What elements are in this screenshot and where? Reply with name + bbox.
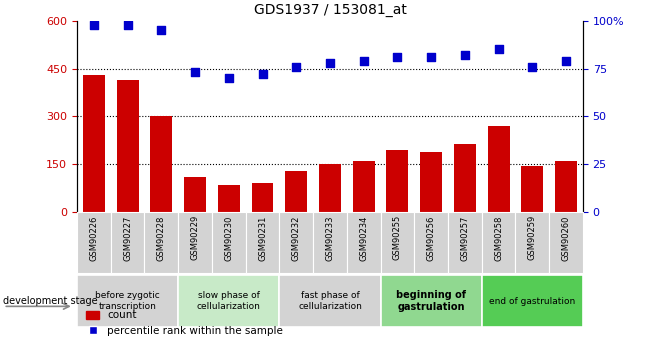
Bar (178, 212, 212, 273)
Point (257, 71, 268, 77)
Bar (515, 212, 549, 273)
Text: GSM90259: GSM90259 (528, 215, 537, 260)
Point (223, 76, 234, 81)
Text: end of gastrulation: end of gastrulation (489, 296, 576, 306)
Bar (145, 212, 178, 273)
Bar (420, 151, 442, 212)
Bar (77, 212, 111, 273)
Point (460, 52, 470, 58)
Text: GSM90256: GSM90256 (427, 215, 436, 260)
Bar (381, 275, 482, 327)
Text: beginning of
gastrulation: beginning of gastrulation (396, 290, 466, 312)
Bar (279, 212, 313, 273)
Bar (178, 275, 279, 327)
Bar (347, 212, 381, 273)
Point (527, 64, 537, 69)
Text: GSM90257: GSM90257 (460, 215, 470, 260)
Bar (555, 161, 577, 212)
Bar (387, 150, 409, 212)
Point (324, 60, 335, 66)
Point (190, 70, 200, 75)
Bar (83, 75, 105, 212)
Point (291, 64, 302, 69)
Point (88, 22, 99, 27)
Point (156, 28, 167, 33)
Text: GSM90233: GSM90233 (326, 215, 334, 261)
Text: GSM90232: GSM90232 (291, 215, 301, 260)
Bar (319, 164, 341, 212)
Text: fast phase of
cellularization: fast phase of cellularization (298, 291, 362, 311)
Bar (549, 212, 583, 273)
Point (358, 58, 369, 64)
Bar (285, 171, 308, 212)
Bar (218, 185, 240, 212)
Point (561, 58, 572, 64)
Bar (77, 275, 178, 327)
Bar (448, 212, 482, 273)
Text: GSM90255: GSM90255 (393, 215, 402, 260)
Bar (482, 212, 515, 273)
Title: GDS1937 / 153081_at: GDS1937 / 153081_at (253, 3, 407, 17)
Point (392, 54, 403, 60)
Bar (111, 212, 145, 273)
Bar (482, 275, 583, 327)
Text: GSM90229: GSM90229 (190, 215, 200, 260)
Bar (150, 117, 172, 212)
Bar (381, 212, 414, 273)
Bar (117, 80, 139, 212)
Text: GSM90260: GSM90260 (561, 215, 571, 260)
Bar (488, 126, 510, 212)
Text: development stage: development stage (3, 296, 98, 306)
Bar (279, 275, 381, 327)
Bar (414, 212, 448, 273)
Text: GSM90258: GSM90258 (494, 215, 503, 260)
Bar (454, 144, 476, 212)
Bar (521, 166, 543, 212)
Text: before zygotic
transcription: before zygotic transcription (95, 291, 160, 311)
Bar (184, 177, 206, 212)
Point (426, 54, 437, 60)
Bar (251, 184, 273, 212)
Text: GSM90228: GSM90228 (157, 215, 166, 260)
Legend: count, percentile rank within the sample: count, percentile rank within the sample (82, 306, 287, 340)
Text: GSM90230: GSM90230 (224, 215, 233, 260)
Text: GSM90231: GSM90231 (258, 215, 267, 260)
Point (493, 47, 504, 52)
Text: slow phase of
cellularization: slow phase of cellularization (197, 291, 261, 311)
Text: GSM90226: GSM90226 (89, 215, 98, 260)
Point (122, 22, 133, 27)
Text: GSM90227: GSM90227 (123, 215, 132, 260)
Bar (246, 212, 279, 273)
Bar (313, 212, 347, 273)
Bar (352, 161, 375, 212)
Text: GSM90234: GSM90234 (359, 215, 368, 260)
Bar (212, 212, 246, 273)
